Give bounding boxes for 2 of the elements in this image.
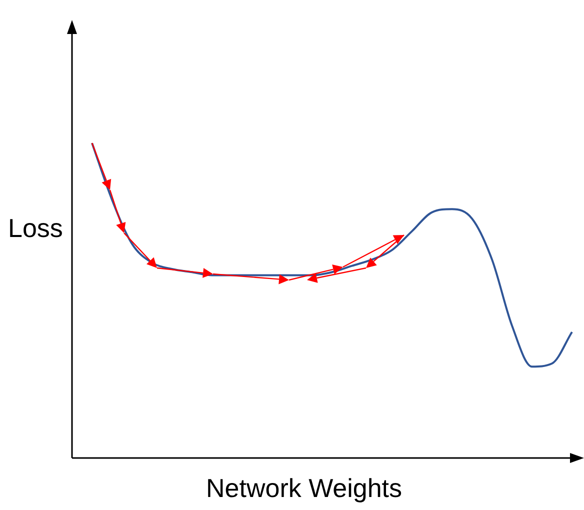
y-axis-title: Loss (8, 213, 63, 244)
x-axis-title: Network Weights (206, 473, 402, 504)
